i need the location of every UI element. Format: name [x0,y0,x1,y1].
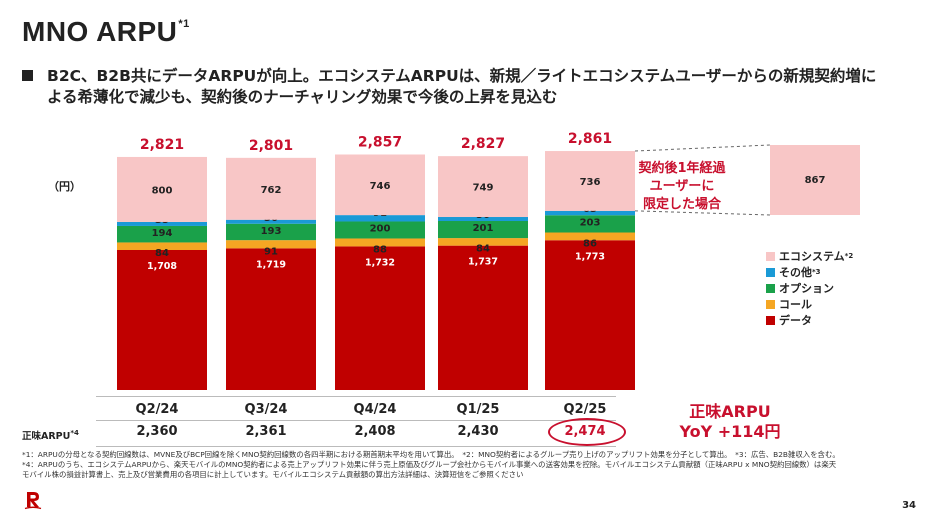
legend-item-option: オプション [766,280,853,296]
bar-segment-other [545,210,635,216]
total-label: 2,857 [358,134,402,150]
legend-item-data: データ [766,312,853,328]
yoy-annotation: 正味ARPU YoY +114円 [679,402,781,441]
bar-segment-data [226,248,316,390]
bar-segment-ecosystem [545,151,635,211]
legend-item-call: コール [766,296,853,312]
highlight-oval [548,418,626,446]
bar-segment-call [226,240,316,249]
legend-swatch-ecosystem [766,251,775,261]
bar-segment-call [117,242,207,250]
bar-segment-data [335,246,425,390]
legend-swatch-option [766,283,775,293]
net-arpu-row-label: 正味ARPU*4 [22,428,79,442]
net-arpu-value: 2,430 [457,424,499,439]
legend-swatch-data [766,315,775,325]
data-label-data: 1,708 [147,261,177,272]
page-title: MNO ARPU*1 [22,16,190,47]
data-label-extra: 867 [805,175,826,186]
legend-swatch-call [766,299,775,309]
data-label-ecosystem: 736 [580,177,601,188]
bar-segment-option [226,223,316,241]
chart-legend: エコシステム *2 その他 *3 オプション コール データ [766,248,853,328]
unit-label: （円） [48,180,81,193]
bar-segment-other [335,215,425,222]
bar-segment-ecosystem [335,154,425,216]
data-label-ecosystem: 746 [370,181,391,192]
x-tick-label: Q4/24 [353,402,397,417]
bar-segment-option [117,225,207,243]
data-label-option: 194 [152,228,173,239]
x-tick-label: Q1/25 [456,402,500,417]
net-arpu-value: 2,408 [354,424,396,439]
total-label: 2,821 [140,137,184,153]
x-tick-label: Q2/25 [563,402,607,417]
total-label: 2,861 [568,131,612,147]
total-label: 2,827 [461,136,505,152]
data-label-data: 1,719 [256,259,286,270]
data-label-ecosystem: 800 [152,185,173,196]
bar-segment-ecosystem [117,156,207,222]
legend-item-other: その他 *3 [766,264,853,280]
data-label-data: 1,737 [468,257,498,268]
page-number: 34 [902,500,916,511]
bar-segment-data [545,240,635,390]
x-tick-label: Q2/24 [135,402,179,417]
arpu-stacked-bar-chart: 1,70884194358002,8211,71991193367622,801… [117,131,860,390]
data-label-option: 201 [473,223,494,234]
bar-segment-ecosystem [438,156,528,218]
headline: B2C、B2B共にデータARPUが向上。エコシステムARPUは、新規／ライトエコ… [22,66,922,108]
total-label: 2,801 [249,138,293,154]
data-label-data: 1,773 [575,251,605,262]
data-label-option: 203 [580,217,601,228]
table-divider-top [96,396,616,397]
bar-segment-data [117,250,207,390]
data-label-option: 200 [370,223,391,234]
data-label-call: 84 [155,248,169,259]
callout-text: 契約後1年経過 ユーザーに 限定した場合 [638,161,726,212]
bar-segment-call [438,238,528,246]
table-divider-bottom [96,446,616,447]
data-label-data: 1,732 [365,257,395,268]
bar-segment-data [438,245,528,390]
legend-swatch-other [766,267,775,277]
data-label-call: 86 [583,238,597,249]
table-divider-mid [96,420,616,421]
x-tick-label: Q3/24 [244,402,288,417]
data-label-ecosystem: 762 [261,185,282,196]
rakuten-logo-icon [24,492,42,510]
bar-segment-option [335,221,425,239]
bar-segment-other [438,217,528,222]
bar-segment-other [117,221,207,226]
data-label-ecosystem: 749 [473,183,494,194]
net-arpu-value: 2,361 [245,424,287,439]
bar-segment-other [226,219,316,224]
bar-segment-ecosystem [226,157,316,220]
data-label-call: 84 [476,244,490,255]
bar-segment-call [335,238,425,247]
data-label-call: 91 [264,246,278,257]
data-label-call: 88 [373,244,387,255]
footnotes: *1：ARPUの分母となる契約回線数は、MVNE及びBCP回線を除くMNO契約回… [22,450,840,479]
connector-line [634,210,771,216]
net-arpu-value: 2,360 [136,424,178,439]
bar-segment-call [545,232,635,241]
bullet-square-icon [22,70,33,81]
bar-segment-option [438,221,528,239]
legend-item-ecosystem: エコシステム *2 [766,248,853,264]
data-label-option: 193 [261,226,282,237]
bar-segment-option [545,215,635,233]
bar-extra-ecosystem [770,145,860,215]
connector-line [634,144,771,152]
